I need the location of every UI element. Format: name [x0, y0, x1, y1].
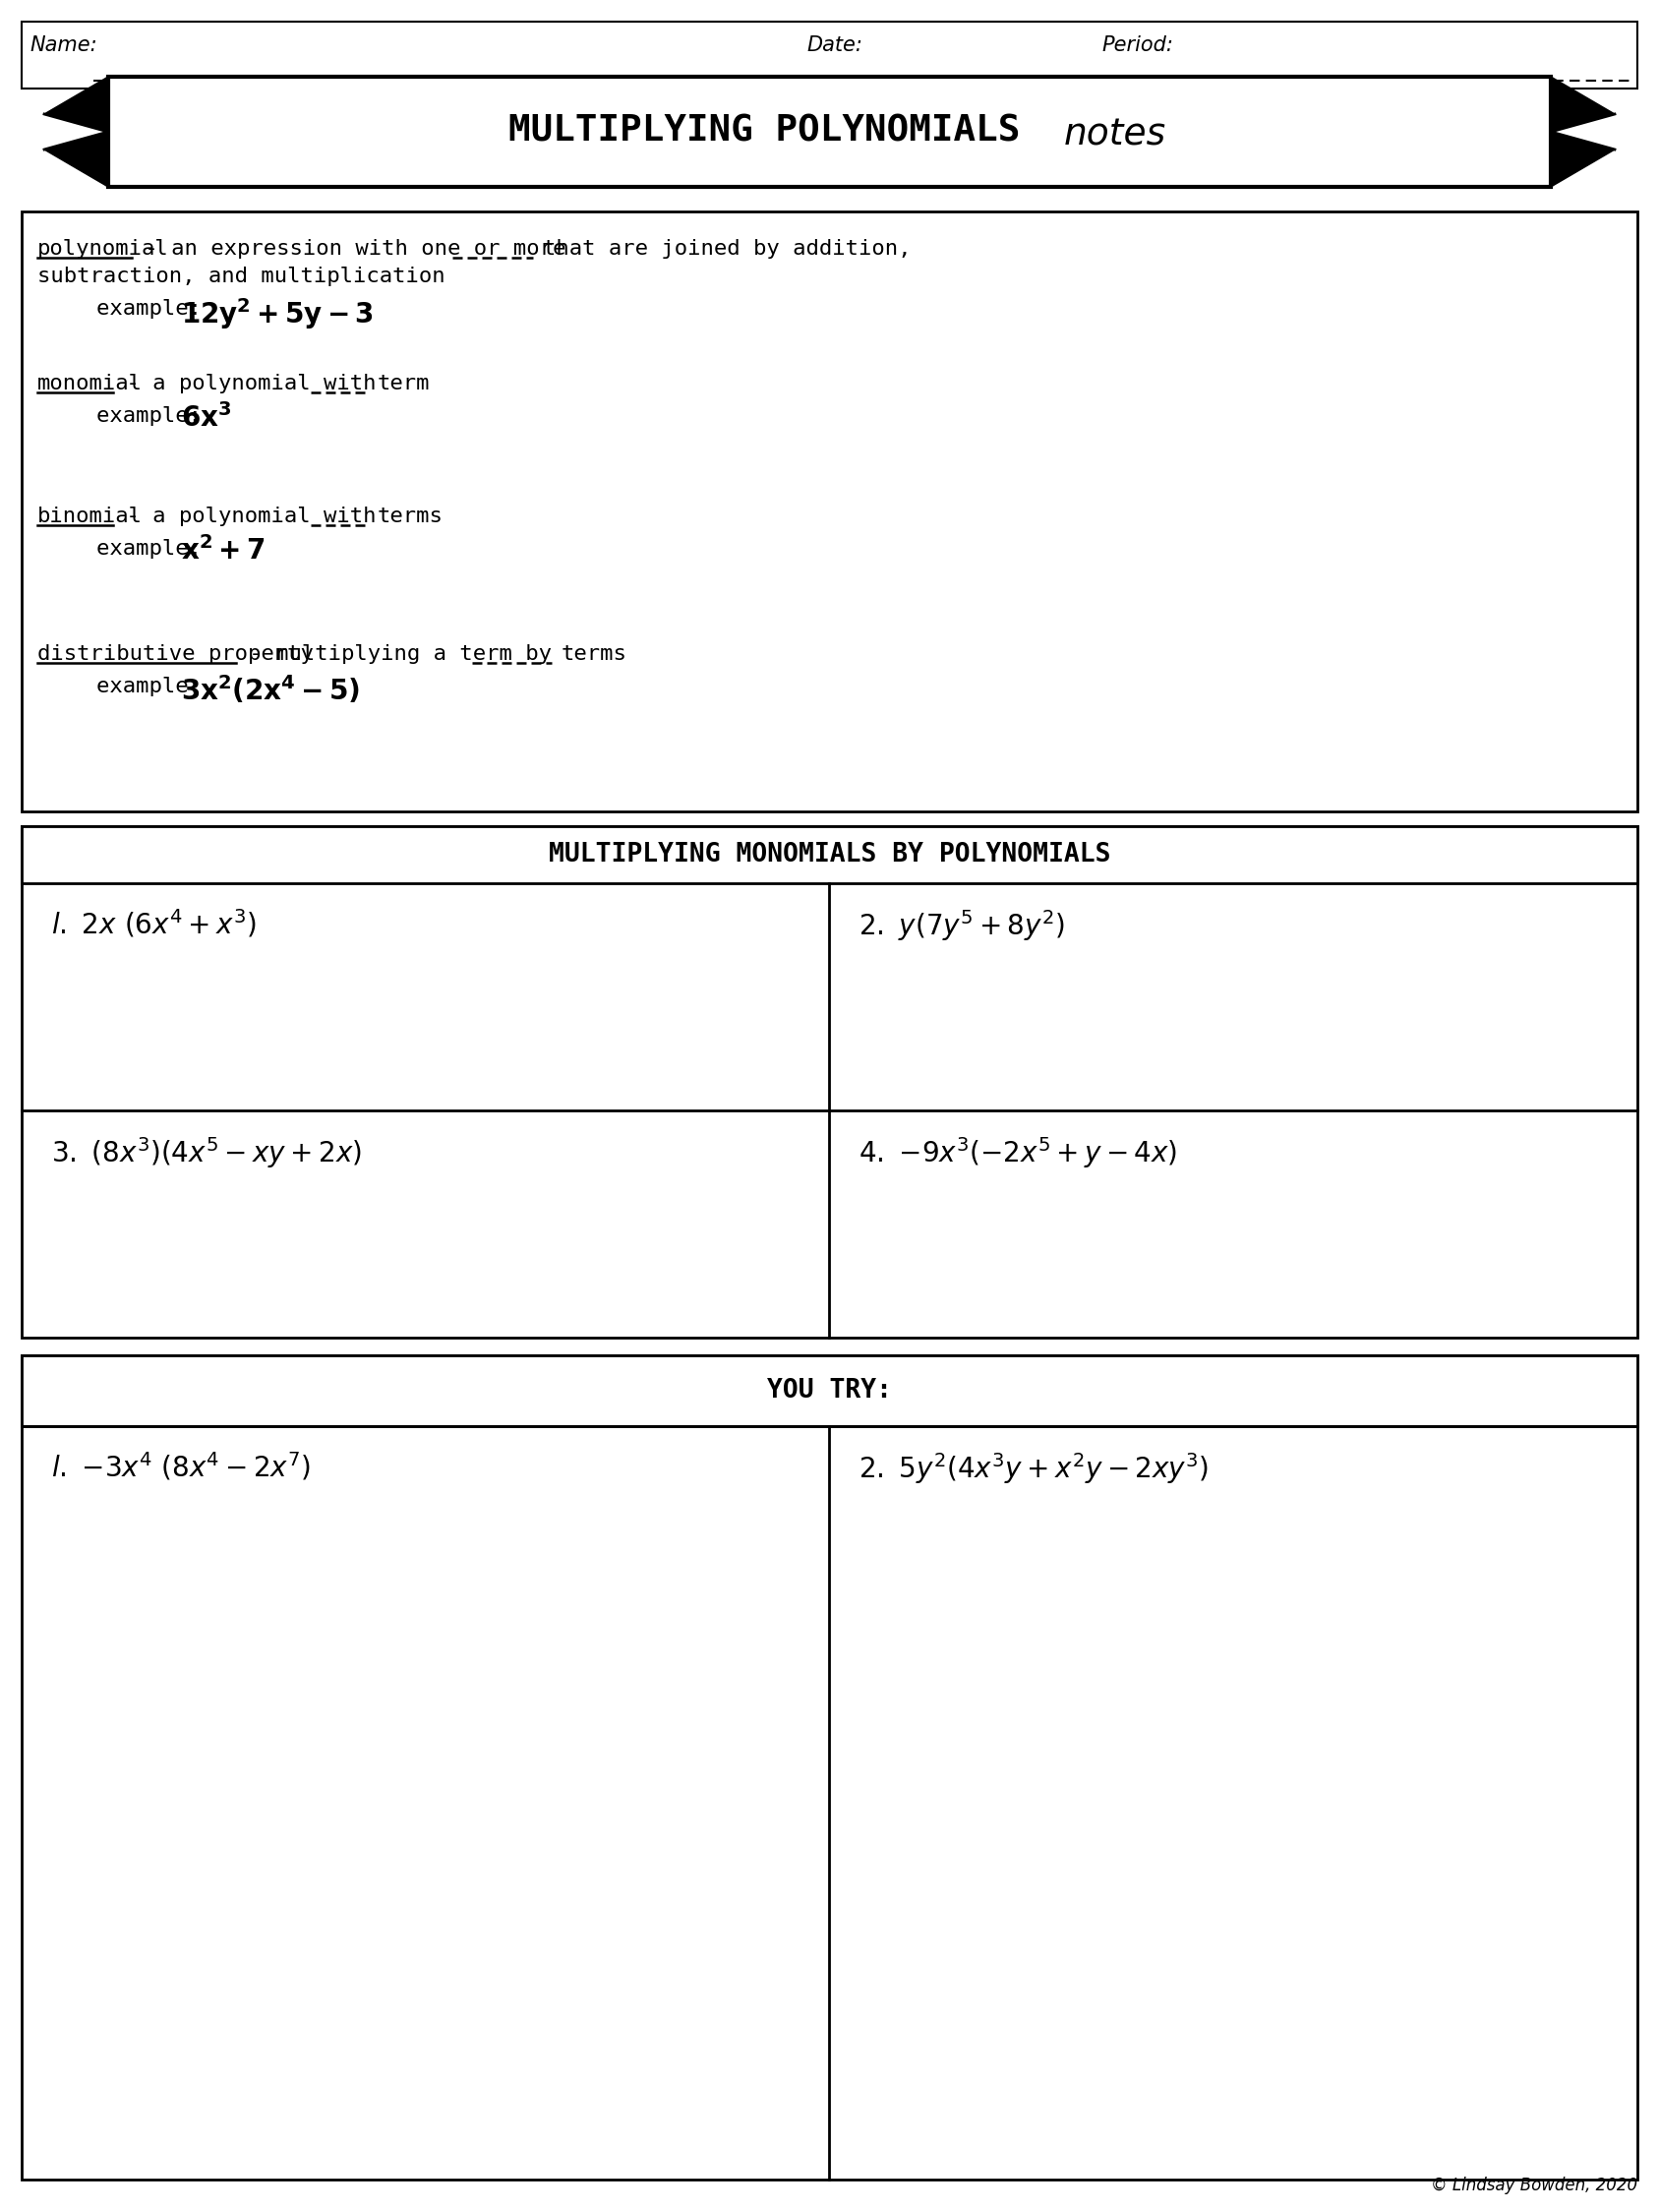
Text: $\mathit{l.}\ {-3x^4}\ (8x^4 - 2x^7)$: $\mathit{l.}\ {-3x^4}\ (8x^4 - 2x^7)$ [51, 1451, 310, 1482]
Polygon shape [45, 115, 108, 150]
Text: Name:: Name: [30, 35, 96, 55]
Text: $\mathbf{3x^2(2x^4 - 5)}$: $\mathbf{3x^2(2x^4 - 5)}$ [181, 675, 360, 706]
Text: MULTIPLYING POLYNOMIALS: MULTIPLYING POLYNOMIALS [508, 115, 1042, 150]
Bar [22, 825, 1637, 1338]
Text: terms: terms [377, 507, 443, 526]
Text: YOU TRY:: YOU TRY: [766, 1378, 893, 1405]
Text: $4.\ {-9x^3}(-2x^5 + y - 4x)$: $4.\ {-9x^3}(-2x^5 + y - 4x)$ [859, 1135, 1178, 1170]
Text: example:: example: [96, 299, 214, 319]
Text: $3.\ (8x^3)(4x^5 - xy + 2x)$: $3.\ (8x^3)(4x^5 - xy + 2x)$ [51, 1135, 362, 1170]
Text: terms: terms [561, 644, 627, 664]
Text: monomial: monomial [38, 374, 143, 394]
Text: - a polynomial with: - a polynomial with [113, 507, 390, 526]
Text: term: term [377, 374, 430, 394]
Text: example:: example: [96, 407, 214, 427]
Text: distributive property: distributive property [38, 644, 314, 664]
Text: $\mathbf{x^2 + 7}$: $\mathbf{x^2 + 7}$ [181, 535, 265, 566]
Text: Period:: Period: [1102, 35, 1173, 55]
Text: - multiplying a term by: - multiplying a term by [236, 644, 564, 664]
Polygon shape [1551, 115, 1614, 150]
Polygon shape [1551, 77, 1614, 133]
Text: $2.\ y(7y^5 + 8y^2)$: $2.\ y(7y^5 + 8y^2)$ [859, 907, 1065, 942]
Polygon shape [45, 133, 108, 186]
Text: - a polynomial with: - a polynomial with [113, 374, 390, 394]
Bar [22, 1356, 1637, 1427]
Text: $\mathbf{12y^2 + 5y - 3}$: $\mathbf{12y^2 + 5y - 3}$ [181, 296, 373, 332]
Polygon shape [1551, 133, 1614, 186]
Text: example:: example: [96, 540, 214, 560]
Text: polynomial: polynomial [38, 239, 169, 259]
Text: binomial: binomial [38, 507, 143, 526]
Text: Date:: Date: [806, 35, 863, 55]
Text: $\mathit{l.}\ 2x\ (6x^4 + x^3)$: $\mathit{l.}\ 2x\ (6x^4 + x^3)$ [51, 907, 257, 940]
Text: subtraction, and multiplication: subtraction, and multiplication [38, 265, 445, 285]
Polygon shape [45, 77, 108, 133]
Text: © Lindsay Bowden, 2020: © Lindsay Bowden, 2020 [1430, 2177, 1637, 2194]
Bar [108, 77, 1551, 186]
Bar [22, 212, 1637, 812]
Bar [22, 825, 1637, 883]
Text: - an expression with one or more: - an expression with one or more [131, 239, 579, 259]
Bar [22, 1356, 1637, 2179]
Text: $2.\ 5y^2(4x^3y + x^2y - 2xy^3)$: $2.\ 5y^2(4x^3y + x^2y - 2xy^3)$ [859, 1451, 1209, 1486]
Text: notes: notes [1063, 117, 1166, 153]
Text: MULTIPLYING MONOMIALS BY POLYNOMIALS: MULTIPLYING MONOMIALS BY POLYNOMIALS [549, 843, 1110, 867]
Bar [22, 22, 1637, 88]
Text: $\mathbf{6x^3}$: $\mathbf{6x^3}$ [181, 403, 232, 434]
Text: example:: example: [96, 677, 214, 697]
Text: that are joined by addition,: that are joined by addition, [542, 239, 911, 259]
